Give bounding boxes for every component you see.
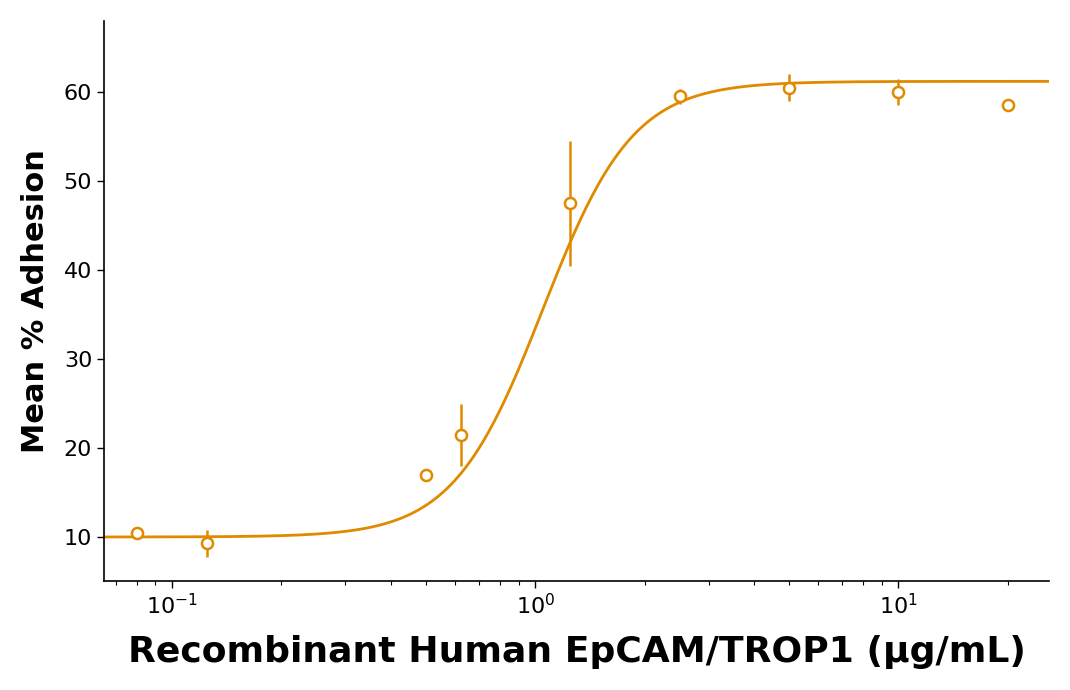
Y-axis label: Mean % Adhesion: Mean % Adhesion bbox=[20, 149, 50, 453]
X-axis label: Recombinant Human EpCAM/TROP1 (μg/mL): Recombinant Human EpCAM/TROP1 (μg/mL) bbox=[127, 635, 1025, 669]
